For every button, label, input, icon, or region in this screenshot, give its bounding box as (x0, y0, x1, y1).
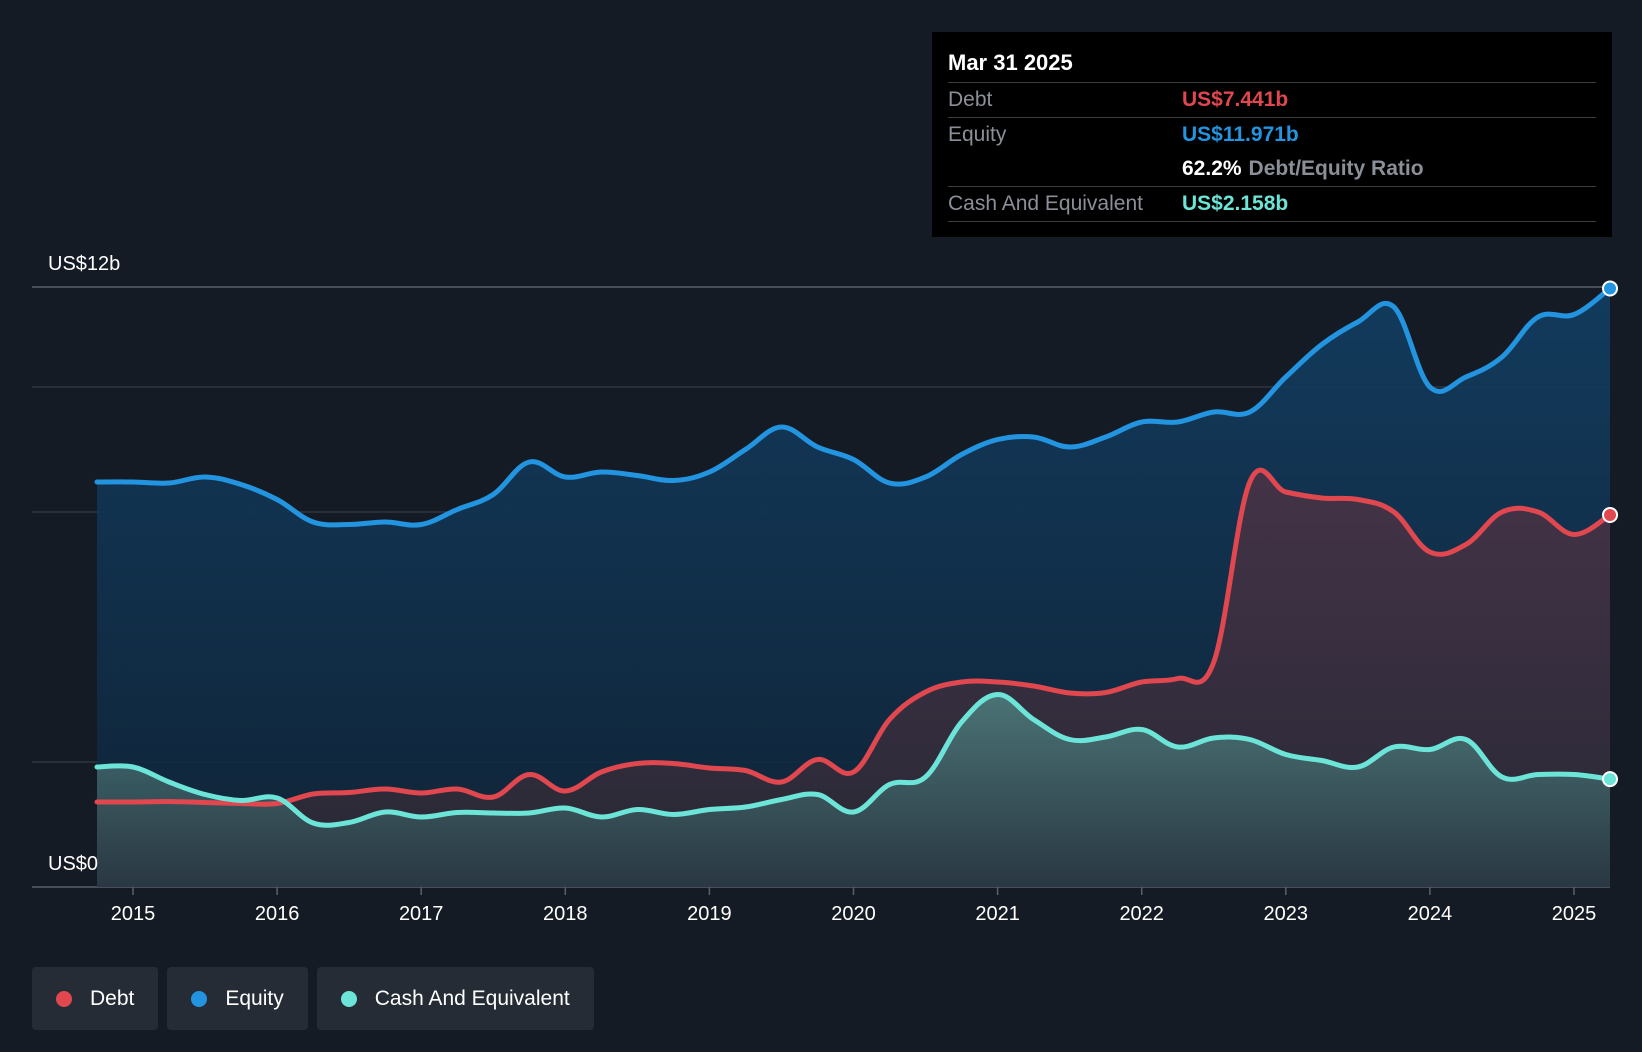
cash-dot-icon (340, 990, 357, 1007)
tooltip-panel: Mar 31 2025 Debt US$7.441b Equity US$11.… (932, 32, 1612, 237)
y-tick-label-bottom: US$0 (48, 853, 98, 875)
tooltip-equity-value: US$11.971b (1182, 123, 1299, 146)
legend-label-debt: Debt (90, 986, 135, 1010)
x-tick-label: 2022 (1119, 903, 1164, 925)
x-tick-label: 2023 (1264, 903, 1309, 925)
legend-item-cash[interactable]: Cash And Equivalent (316, 967, 594, 1030)
tooltip-debt-row: Debt US$7.441b (948, 82, 1596, 117)
x-tick-label: 2018 (543, 903, 588, 925)
legend-label-equity: Equity (225, 986, 284, 1010)
series-areas (97, 288, 1610, 887)
x-tick-label: 2024 (1408, 903, 1453, 925)
x-tick-label: 2021 (975, 903, 1020, 925)
x-axis: 2015 2016 2017 2018 2019 2020 2021 2022 2023 2024… (111, 887, 1597, 925)
x-tick-label: 2020 (831, 903, 876, 925)
debt-dot-icon (56, 990, 72, 1007)
equity-line (94, 285, 1613, 528)
tooltip-cash-label: Cash And Equivalent (948, 192, 1143, 215)
x-tick-label: 2015 (111, 903, 156, 925)
tooltip-ratio-label: Debt/Equity Ratio (1248, 157, 1424, 180)
cash-area (97, 694, 1610, 887)
x-tick-label: 2017 (399, 903, 444, 925)
series-endpoints (1602, 280, 1619, 788)
debt-line (94, 467, 1613, 807)
chart-legend: Debt Equity Cash And Equivalent (32, 967, 594, 1030)
cash-endpoint (1602, 771, 1619, 788)
x-tick-label: 2019 (687, 903, 732, 925)
tooltip-equity-row: Equity US$11.971b (948, 117, 1596, 152)
tooltip-date: Mar 31 2025 (948, 50, 1073, 75)
series-lines (94, 285, 1613, 828)
legend-item-debt[interactable]: Debt (32, 967, 159, 1030)
tooltip-debt-label: Debt (948, 88, 993, 111)
equity-dot-icon (191, 990, 208, 1007)
legend-label-cash: Cash And Equivalent (374, 986, 570, 1010)
x-tick-label: 2016 (255, 903, 300, 925)
cash-line (94, 692, 1613, 828)
tooltip-ratio-value: 62.2% (1182, 157, 1242, 180)
equity-endpoint (1602, 280, 1619, 297)
tooltip-cash-row: Cash And Equivalent US$2.158b (948, 186, 1596, 222)
y-tick-label-top: US$12b (48, 253, 120, 275)
tooltip-cash-value: US$2.158b (1182, 192, 1289, 215)
tooltip-equity-label: Equity (948, 123, 1007, 146)
tooltip-ratio-row: 62.2% Debt/Equity Ratio (948, 152, 1596, 186)
x-tick-label: 2025 (1552, 903, 1597, 925)
debt-endpoint (1602, 506, 1619, 523)
tooltip-debt-value: US$7.441b (1182, 88, 1289, 111)
legend-item-equity[interactable]: Equity (167, 967, 308, 1030)
